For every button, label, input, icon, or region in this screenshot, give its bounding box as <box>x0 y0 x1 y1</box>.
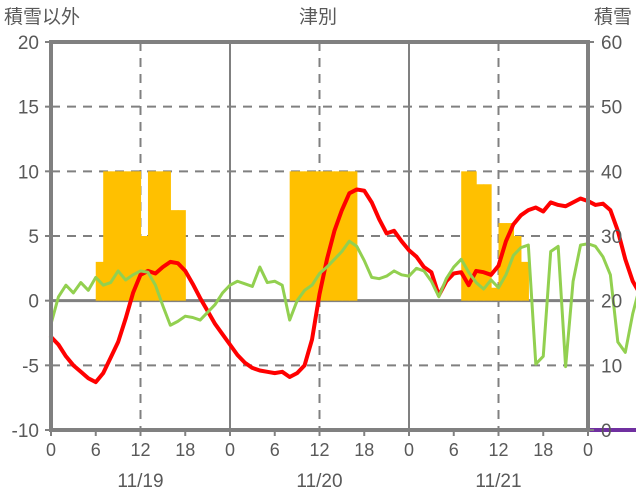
svg-text:0: 0 <box>404 440 414 460</box>
svg-text:0: 0 <box>225 440 235 460</box>
svg-text:12: 12 <box>488 440 508 460</box>
svg-text:-5: -5 <box>22 356 39 377</box>
svg-text:0: 0 <box>583 440 593 460</box>
svg-text:10: 10 <box>601 356 622 377</box>
svg-text:-10: -10 <box>12 421 39 442</box>
svg-text:0: 0 <box>46 440 56 460</box>
svg-text:30: 30 <box>601 227 622 248</box>
svg-text:0: 0 <box>28 292 39 313</box>
svg-text:6: 6 <box>449 440 459 460</box>
left-axis-title: 積雪以外 <box>4 7 81 28</box>
left-axis-ticks: 20 15 10 5 0 -5 -10 <box>12 33 51 442</box>
svg-text:20: 20 <box>18 33 39 54</box>
svg-text:6: 6 <box>270 440 280 460</box>
svg-text:40: 40 <box>601 162 622 183</box>
svg-text:11/20: 11/20 <box>296 471 342 492</box>
svg-text:60: 60 <box>601 33 622 54</box>
svg-text:11/19: 11/19 <box>117 471 163 492</box>
svg-text:5: 5 <box>28 227 39 248</box>
svg-text:20: 20 <box>601 292 622 313</box>
svg-text:12: 12 <box>309 440 329 460</box>
svg-text:15: 15 <box>18 98 39 119</box>
chart-title: 津別 <box>298 7 337 28</box>
svg-text:12: 12 <box>130 440 150 460</box>
svg-text:18: 18 <box>175 440 195 460</box>
svg-text:18: 18 <box>533 440 553 460</box>
svg-text:50: 50 <box>601 98 622 119</box>
svg-text:10: 10 <box>18 162 39 183</box>
right-axis-title: 積雪 <box>593 7 632 28</box>
svg-text:6: 6 <box>91 440 101 460</box>
right-axis-ticks: 60 50 40 30 20 10 0 <box>588 33 622 442</box>
day-labels: 11/19 11/20 11/21 <box>117 471 521 492</box>
svg-text:11/21: 11/21 <box>475 471 521 492</box>
svg-text:0: 0 <box>601 421 612 442</box>
snow-bars <box>95 171 529 301</box>
x-axis-ticks: 0 6 12 18 0 6 12 18 0 6 12 18 0 <box>46 430 593 460</box>
svg-text:18: 18 <box>354 440 374 460</box>
